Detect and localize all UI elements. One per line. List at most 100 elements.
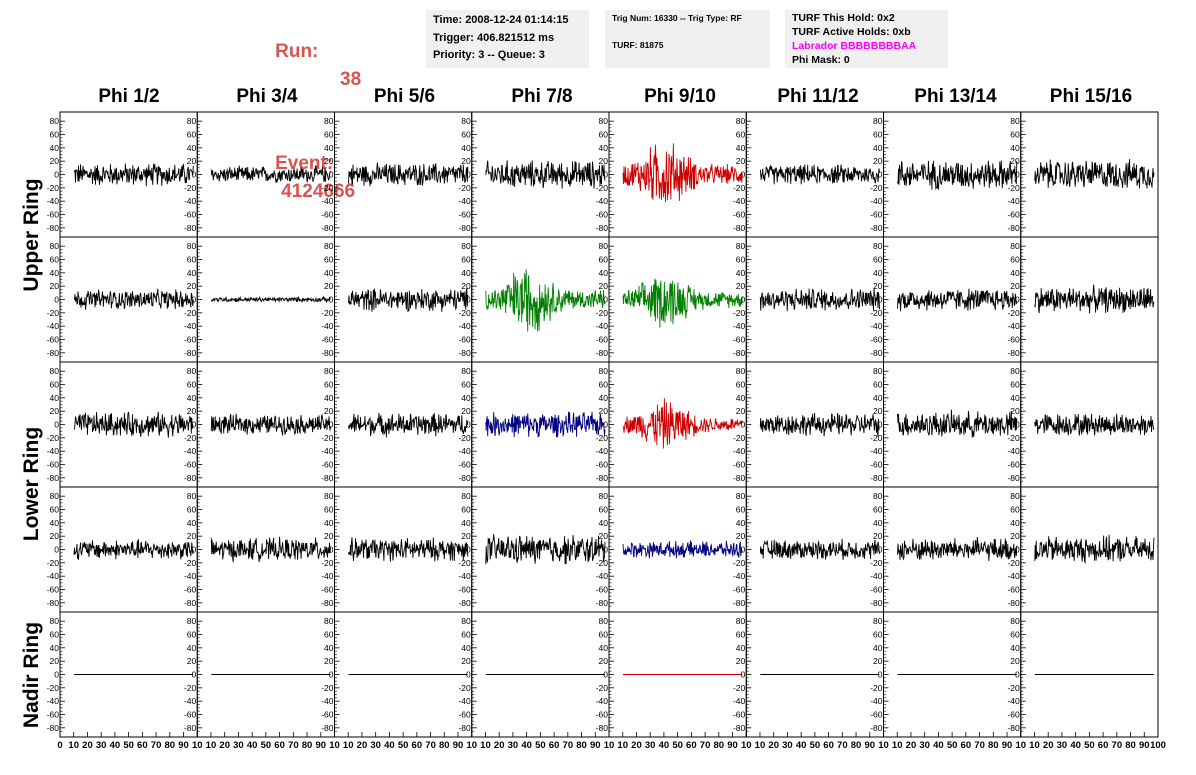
x-tick-label: 40: [1070, 740, 1081, 751]
x-tick-label: 60: [549, 740, 560, 751]
y-tick-label: 0: [192, 420, 197, 430]
y-tick-label: 60: [50, 380, 60, 390]
y-tick-label: -80: [596, 598, 609, 608]
y-tick-label: -60: [596, 710, 609, 720]
y-tick-label: 0: [603, 420, 608, 430]
y-tick-label: -20: [596, 308, 609, 318]
y-tick-label: -80: [458, 348, 471, 358]
y-tick-label: -40: [184, 446, 197, 456]
y-tick-label: 60: [324, 630, 334, 640]
y-tick-label: 0: [192, 170, 197, 180]
y-tick-label: 0: [54, 295, 59, 305]
y-tick-label: 80: [736, 616, 746, 626]
y-tick-label: 0: [878, 420, 883, 430]
y-tick-label: -80: [733, 598, 746, 608]
y-tick-label: 40: [1010, 393, 1020, 403]
y-tick-label: -80: [870, 473, 883, 483]
y-tick-label: 0: [741, 545, 746, 555]
y-tick-label: -60: [47, 710, 60, 720]
y-tick-label: -40: [596, 571, 609, 581]
run-value: 38: [340, 69, 362, 90]
y-tick-label: 40: [187, 268, 197, 278]
y-tick-label: 40: [873, 643, 883, 653]
y-tick-label: -40: [596, 196, 609, 206]
x-tick-label: 100: [1150, 740, 1166, 751]
phi-header-4: Phi 7/8: [511, 86, 573, 107]
x-tick-label: 30: [508, 740, 519, 751]
x-tick-label: 30: [96, 740, 107, 751]
phi-header-3: Phi 5/6: [373, 86, 436, 107]
y-tick-label: -60: [596, 585, 609, 595]
y-tick-label: 40: [736, 518, 746, 528]
y-tick-label: 80: [873, 491, 883, 501]
y-tick-label: 0: [603, 670, 608, 680]
y-tick-label: -60: [321, 210, 334, 220]
y-tick-label: 40: [736, 393, 746, 403]
x-tick-label: 50: [947, 740, 958, 751]
panel-r5-c5: 80 60 40 20 0 -20 -40 -60 -80: [596, 611, 747, 738]
y-tick-label: -40: [870, 696, 883, 706]
y-tick-label: 80: [50, 241, 60, 251]
phi-header-8: Phi 15/16: [1049, 86, 1133, 107]
y-tick-label: -40: [321, 571, 334, 581]
y-tick-label: 60: [1010, 255, 1020, 265]
y-tick-label: -60: [870, 585, 883, 595]
y-tick-label: -20: [458, 683, 471, 693]
x-tick-label: 50: [398, 740, 409, 751]
y-tick-label: 80: [187, 116, 197, 126]
run-label: Run:: [275, 41, 319, 62]
panel-r4-c5: 80 60 40 20 0 -20 -40 -60 -80: [596, 486, 747, 613]
y-tick-label: -20: [47, 183, 60, 193]
waveform-trace: [485, 269, 606, 332]
y-tick-label: 80: [599, 366, 609, 376]
waveform-trace: [1034, 284, 1155, 314]
panel-r4-c3: 80 60 40 20 0 -20 -40 -60 -80: [321, 486, 473, 613]
panel-r3-c1: 80 60 40 20 0 -20 -40 -60 -80: [47, 361, 198, 488]
y-tick-label: -20: [47, 433, 60, 443]
y-tick-label: -40: [458, 196, 471, 206]
panel-r4-c4: 80 60 40 20 0 -20 -40 -60 -80: [458, 486, 610, 613]
y-tick-label: 0: [603, 295, 608, 305]
y-tick-label: 80: [1010, 116, 1020, 126]
y-tick-label: -40: [184, 696, 197, 706]
x-tick-label: 80: [714, 740, 725, 751]
y-tick-label: -20: [733, 683, 746, 693]
x-tick-label: 80: [302, 740, 313, 751]
waveform-trace: [897, 536, 1018, 562]
y-tick-label: 20: [599, 156, 609, 166]
y-tick-label: 20: [461, 156, 471, 166]
y-tick-label: -40: [596, 446, 609, 456]
waveform-trace: [73, 539, 194, 560]
y-tick-label: 0: [878, 295, 883, 305]
turf-info-box: TURF This Hold: 0x2 TURF Active Holds: 0…: [785, 10, 948, 68]
x-tick-label: 90: [178, 740, 189, 751]
y-tick-label: -20: [733, 308, 746, 318]
y-tick-label: 0: [1015, 420, 1020, 430]
y-tick-label: -60: [1007, 335, 1020, 345]
y-tick-label: -60: [596, 460, 609, 470]
y-tick-label: -60: [458, 210, 471, 220]
y-tick-label: 80: [599, 491, 609, 501]
y-tick-label: 60: [873, 130, 883, 140]
y-tick-label: 20: [1010, 406, 1020, 416]
y-tick-label: 0: [329, 670, 334, 680]
y-tick-label: -80: [458, 723, 471, 733]
waveform-trace: [210, 164, 331, 183]
y-tick-label: 40: [1010, 643, 1020, 653]
x-tick-label: 90: [1139, 740, 1150, 751]
panel-r1-c4: 80 60 40 20 0 -20 -40 -60 -80: [458, 111, 610, 238]
panel-r1-c2: 80 60 40 20 0 -20 -40 -60 -80: [184, 111, 335, 238]
y-tick-label: -20: [870, 433, 883, 443]
x-tick-label: 70: [1112, 740, 1123, 751]
y-tick-label: 0: [192, 545, 197, 555]
y-tick-label: -60: [458, 335, 471, 345]
panel-r2-c7: 80 60 40 20 0 -20 -40 -60 -80: [870, 236, 1022, 363]
y-tick-label: 80: [599, 241, 609, 251]
y-tick-label: 20: [1010, 656, 1020, 666]
y-tick-label: 60: [187, 130, 197, 140]
y-tick-label: -80: [184, 723, 197, 733]
y-tick-label: 0: [741, 420, 746, 430]
y-tick-label: 60: [461, 630, 471, 640]
x-tick-label: 70: [288, 740, 299, 751]
